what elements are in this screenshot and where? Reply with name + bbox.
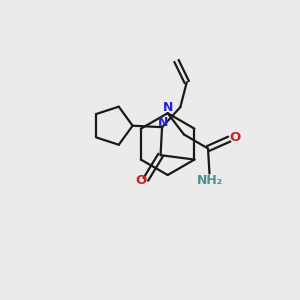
Text: N: N (163, 101, 173, 114)
Text: O: O (135, 174, 146, 187)
Text: N: N (158, 116, 168, 129)
Text: O: O (230, 131, 241, 144)
Text: NH₂: NH₂ (196, 174, 223, 187)
